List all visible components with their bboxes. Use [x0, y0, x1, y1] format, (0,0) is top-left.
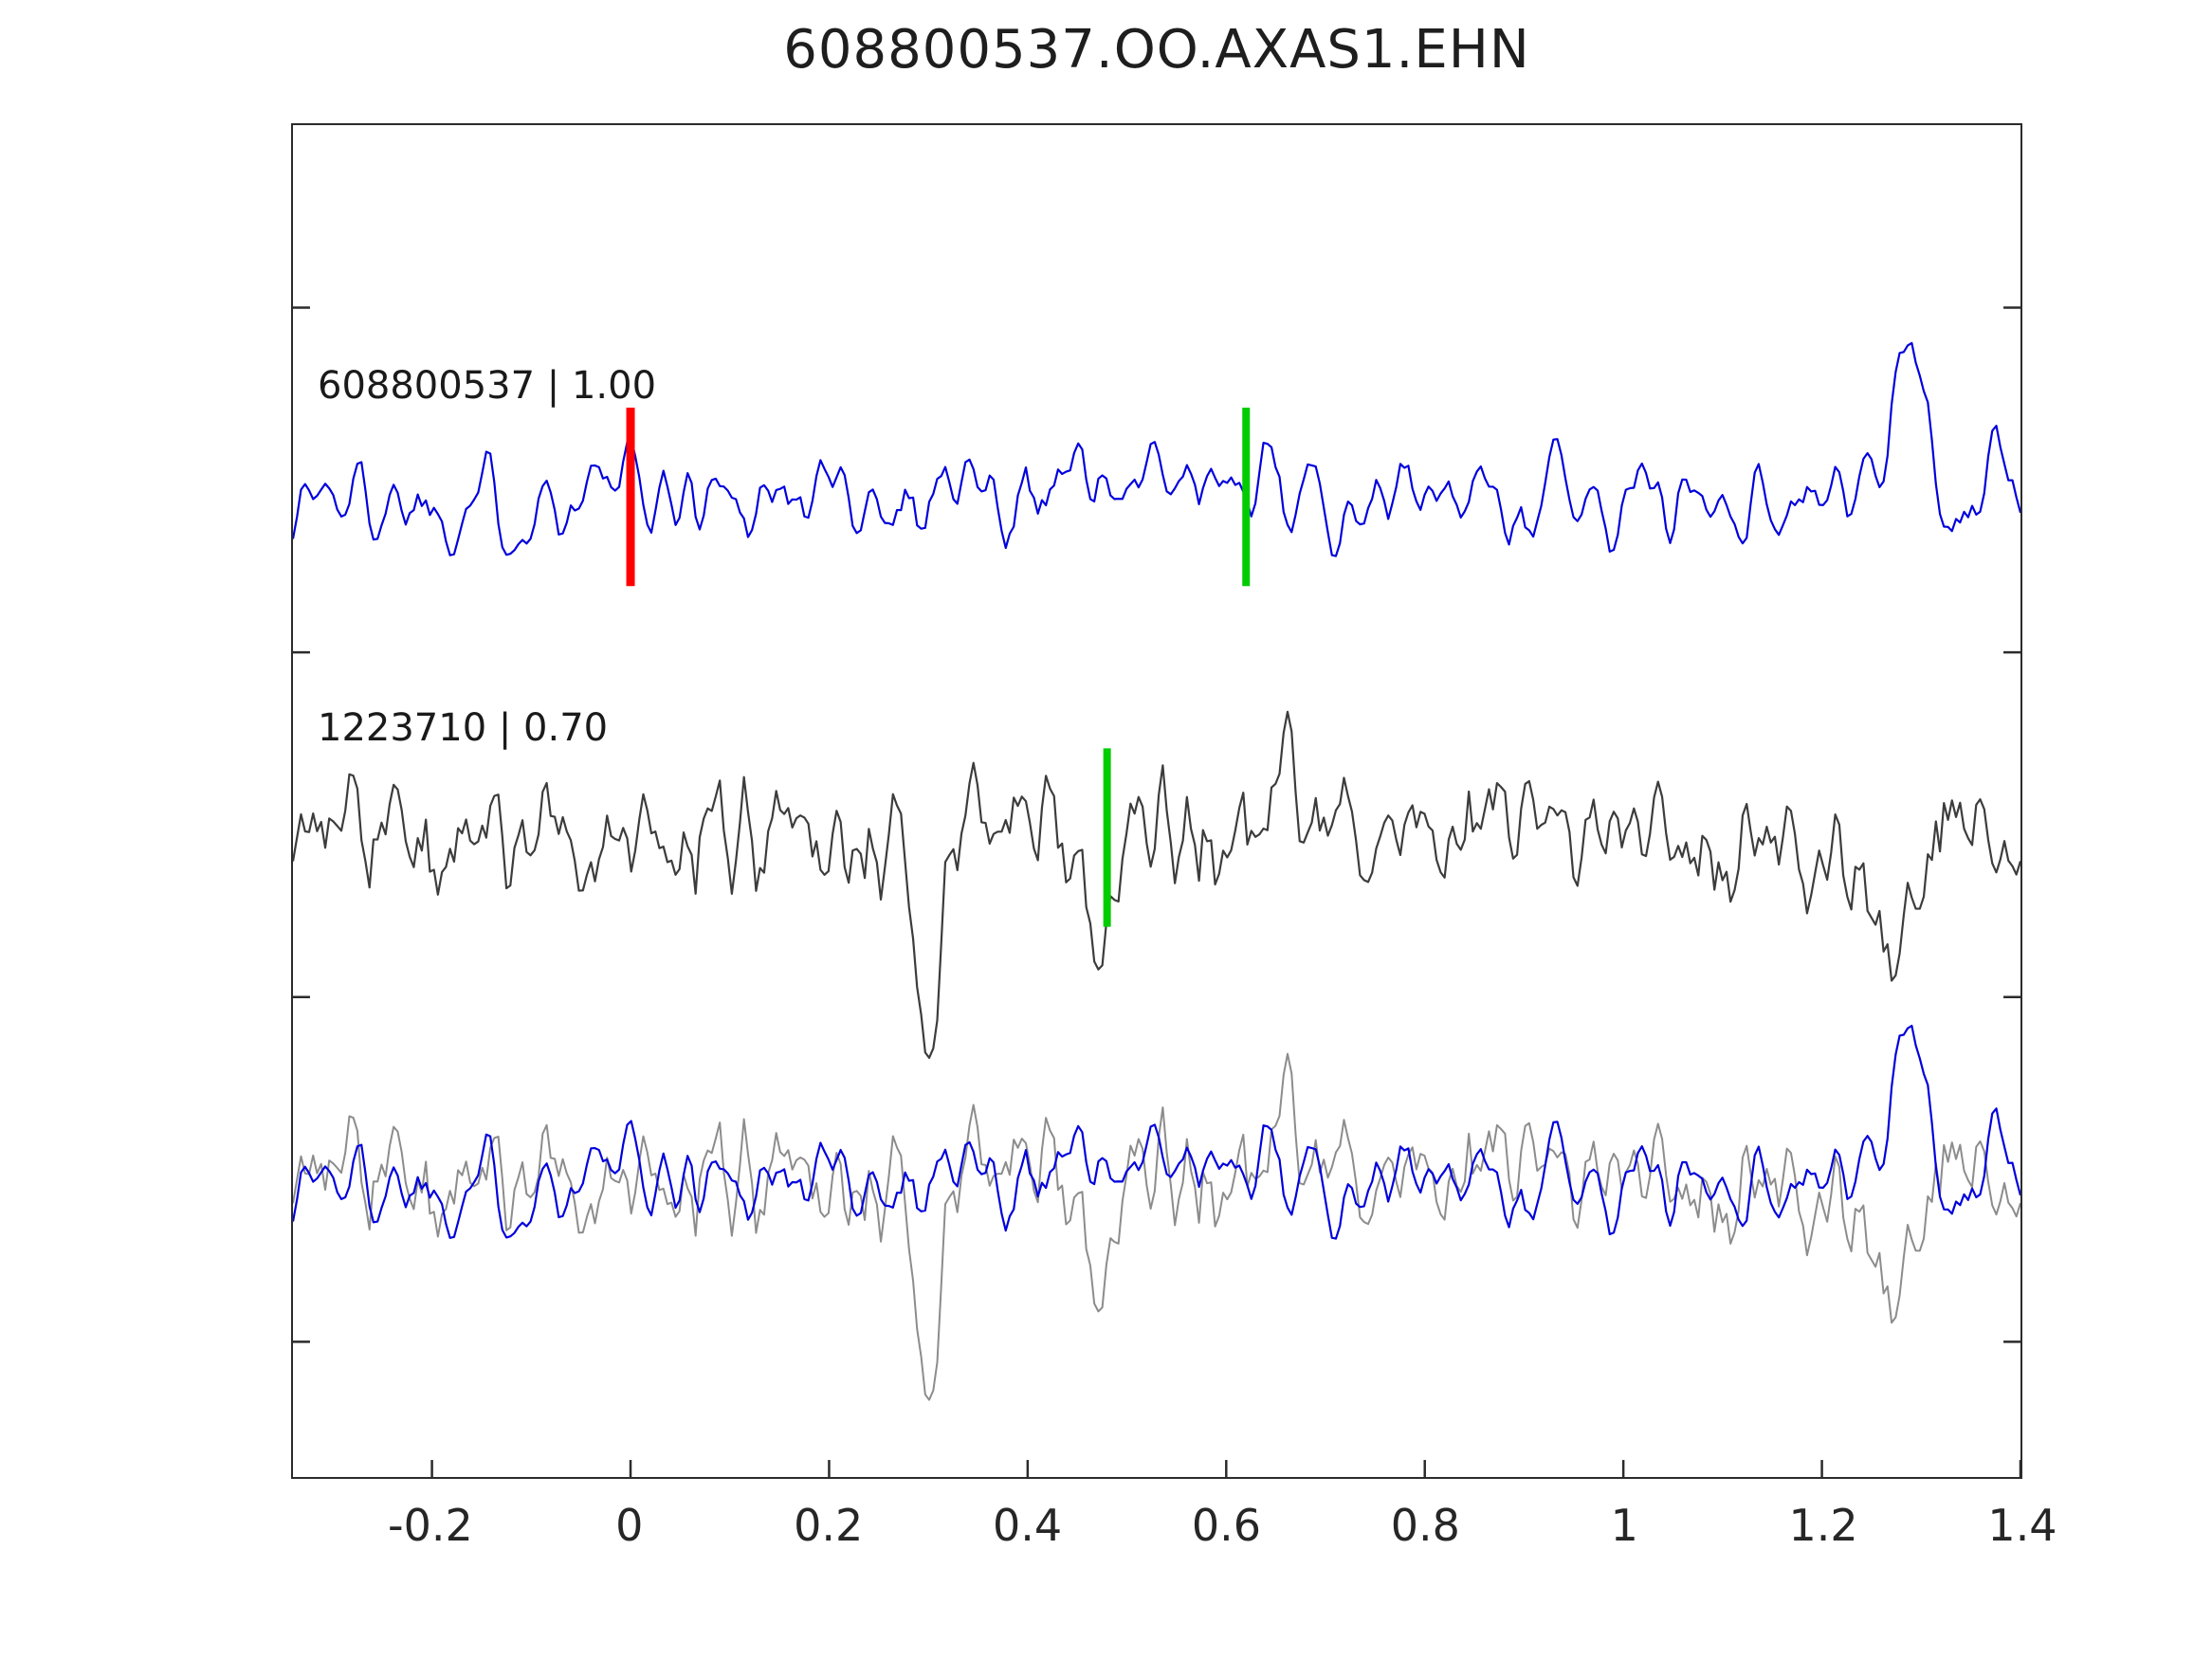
x-tick-label: 1.2	[1788, 1500, 1858, 1551]
x-tick-label: 1	[1610, 1500, 1638, 1551]
x-tick-label: 0.8	[1390, 1500, 1460, 1551]
x-tick-label: 1.4	[1987, 1500, 2057, 1551]
trace-label-608800537: 608800537 | 1.00	[318, 364, 657, 409]
waveform-trace-608800537	[293, 341, 2020, 557]
x-tick-label: 0	[615, 1500, 644, 1551]
figure-title: 608800537.OO.AXAS1.EHN	[783, 19, 1530, 81]
x-tick-label: -0.2	[388, 1500, 473, 1551]
x-tick-label: 0.2	[794, 1500, 864, 1551]
waveform-svg	[293, 306, 2020, 1477]
waveform-trace-608800537-overlay	[293, 1024, 2020, 1240]
x-tick-label: 0.4	[992, 1500, 1063, 1551]
waveform-trace-1223710-overlay	[293, 1052, 2020, 1401]
waveform-trace-1223710	[293, 710, 2020, 1059]
trace-label-1223710: 1223710 | 0.70	[318, 705, 609, 750]
plot-area: 608800537 | 1.00 1223710 | 0.70	[291, 123, 2022, 1479]
x-tick-label: 0.6	[1191, 1500, 1262, 1551]
